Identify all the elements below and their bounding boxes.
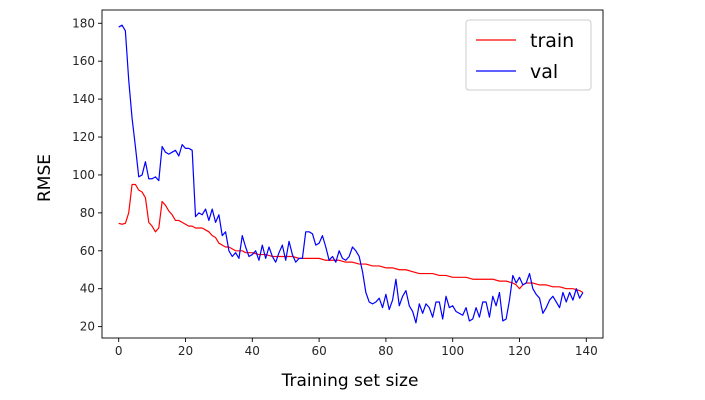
x-tick-label: 120	[508, 344, 531, 358]
axes-frame	[101, 9, 604, 339]
y-tick-label: 20	[80, 320, 95, 334]
y-tick-label: 60	[80, 244, 95, 258]
x-tick-label: 60	[311, 344, 326, 358]
x-tick-label: 40	[245, 344, 260, 358]
y-tick-label: 100	[72, 168, 95, 182]
legend-label-train: train	[530, 30, 574, 52]
y-axis-label: RMSE	[35, 154, 55, 202]
x-axis-label: Training set size	[281, 371, 419, 391]
y-tick-label: 160	[72, 54, 95, 68]
x-tick-label: 20	[178, 344, 193, 358]
y-tick-label: 140	[72, 92, 95, 106]
series-layer	[118, 24, 584, 324]
axes-layer: 0 20 40 60 80 100 120 140 20 40 60 80 100 120 140 160 18…	[72, 9, 604, 358]
legend: train val	[465, 19, 592, 91]
x-tick-label: 0	[115, 344, 123, 358]
x-tick-label: 80	[378, 344, 393, 358]
y-tick-label: 40	[80, 282, 95, 296]
x-tick-label: 140	[575, 344, 598, 358]
y-tick-label: 80	[80, 206, 95, 220]
legend-label-val: val	[530, 61, 558, 83]
series-line-train	[118, 183, 584, 294]
y-tick-label: 180	[72, 16, 95, 30]
y-tick-label: 120	[72, 130, 95, 144]
legend-box	[465, 19, 592, 91]
x-tick-label: 100	[441, 344, 464, 358]
series-line-val	[118, 24, 584, 324]
